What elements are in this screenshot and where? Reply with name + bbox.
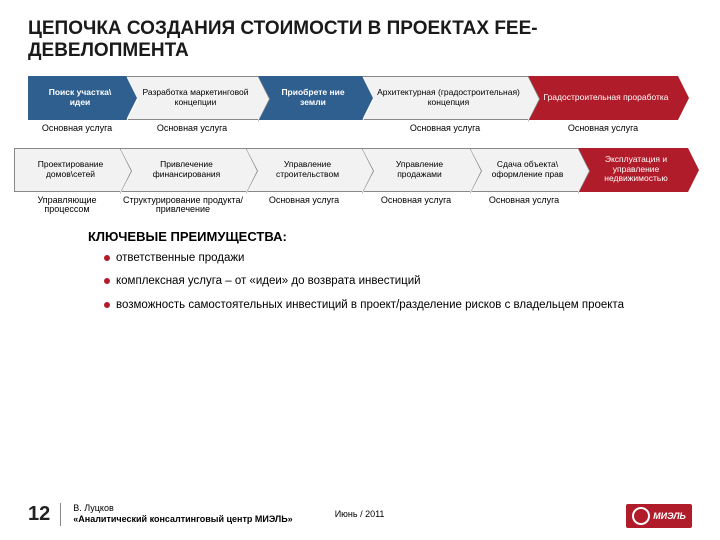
chain-sublabel: [578, 196, 688, 216]
chain-sublabel: Основная услуга: [528, 124, 678, 134]
chain-step: Разработка маркетинговой концепции: [126, 76, 258, 120]
footer: 12 В. Луцков «Аналитический консалтингов…: [28, 503, 692, 526]
footer-author: В. Луцков: [73, 503, 292, 515]
advantage-item: ответственные продажи: [104, 250, 692, 266]
chain-sublabel: Основная услуга: [126, 124, 258, 134]
chain-sublabel: Основная услуга: [28, 124, 126, 134]
chain-step: Приобрете ние земли: [258, 76, 362, 120]
advantage-item: возможность самостоятельных инвестиций в…: [104, 297, 692, 313]
brand-logo: МИЭЛЬ: [626, 504, 692, 528]
chain-sublabel: Основная услуга: [362, 124, 528, 134]
sub-row-2: Управляющие процессомСтруктурирование пр…: [14, 196, 692, 216]
footer-text: В. Луцков «Аналитический консалтинговый …: [73, 503, 292, 526]
chain-row-2: Проектирование домов\сетейПривлечение фи…: [14, 148, 692, 192]
chain-step: Архитектурная (градостроительная) концеп…: [362, 76, 528, 120]
chain-sublabel: Структурирование продукта/привлечение: [120, 196, 246, 216]
chain-step: Поиск участка\ идеи: [28, 76, 126, 120]
chain-step: Привлечение финансирования: [120, 148, 246, 192]
chain-step: Управление продажами: [362, 148, 470, 192]
sub-row-1: Основная услугаОсновная услугаОсновная у…: [28, 124, 692, 134]
chain-step: Проектирование домов\сетей: [14, 148, 120, 192]
chain-step: Эксплуатация и управление недвижимостью: [578, 148, 688, 192]
advantages-list: ответственные продажи комплексная услуга …: [104, 250, 692, 312]
chain-step: Сдача объекта\ оформление прав: [470, 148, 578, 192]
page-number: 12: [28, 503, 61, 526]
footer-org: «Аналитический консалтинговый центр МИЭЛ…: [73, 514, 292, 526]
chain-step: Управление строительством: [246, 148, 362, 192]
chain-sublabel: [258, 124, 362, 134]
advantages-title: КЛЮЧЕВЫЕ ПРЕИМУЩЕСТВА:: [88, 229, 692, 244]
chain-row-1: Поиск участка\ идеиРазработка маркетинго…: [28, 76, 692, 120]
chain-sublabel: Основная услуга: [362, 196, 470, 216]
chain-sublabel: Основная услуга: [246, 196, 362, 216]
chain-step: Градостроительная проработка: [528, 76, 678, 120]
footer-date: Июнь / 2011: [335, 509, 385, 519]
slide-title: ЦЕПОЧКА СОЗДАНИЯ СТОИМОСТИ В ПРОЕКТАХ FE…: [28, 18, 692, 62]
chain-sublabel: Управляющие процессом: [14, 196, 120, 216]
advantage-item: комплексная услуга – от «идеи» до возвра…: [104, 273, 692, 289]
chain-sublabel: Основная услуга: [470, 196, 578, 216]
